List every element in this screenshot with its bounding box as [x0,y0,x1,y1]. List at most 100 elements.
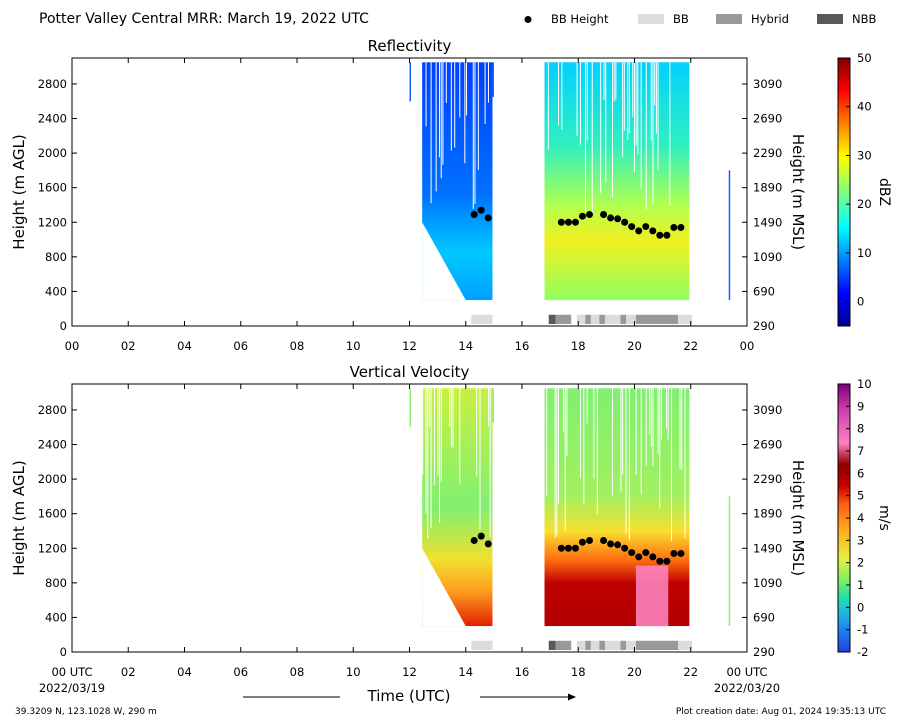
field-gap [439,62,441,158]
field-gap [684,388,686,539]
data-segment [492,388,494,423]
field-gap [679,388,681,470]
field-gap [645,62,647,210]
field-gap [625,388,627,535]
field-gap [615,62,617,100]
colorbar-tick-label: 9 [857,399,864,413]
field-gap [593,388,595,479]
y-tick-label: 0 [60,645,67,659]
field-gap [605,62,607,183]
field-gap [655,62,657,134]
x-tick-label: 04 [177,665,192,679]
bb-type-hybrid [555,314,572,324]
field-gap [449,388,451,427]
field-gap [627,62,629,140]
y-tick-label: 2400 [38,112,67,126]
bb-type-bb [626,314,636,324]
bb-height-point [642,223,650,231]
bb-type-hybrid [620,640,627,650]
arrow-head [568,693,576,701]
bb-height-point [635,553,643,561]
y-axis-label: Height (m AGL) [10,134,28,249]
bb-height-point [649,227,657,235]
bb-height-point [564,218,572,226]
field-gap [654,62,656,106]
legend: BB Height BB Hybrid NBB [524,12,876,26]
field-gap [657,388,659,455]
x-start-date: 2022/03/19 [39,681,105,695]
y-tick-label: 2800 [38,403,67,417]
field-gap [586,388,588,424]
colorbar-tick-label: 3 [857,533,864,547]
y-right-tick-label: 3090 [753,77,782,91]
y-tick-label: 400 [45,284,67,298]
data-field [409,62,731,301]
bb-height-point [564,544,572,552]
x-tick-label: 18 [571,665,586,679]
bb-height-point [600,536,608,544]
bb-height-point [600,210,608,218]
field-gap [628,62,630,133]
y-tick-label: 1200 [38,215,67,229]
y-tick-label: 1600 [38,507,67,521]
bb-height-point [571,544,579,552]
bb-height-point [670,549,678,557]
field-gap [649,388,651,435]
x-end-tick: 00 UTC [726,665,767,679]
data-field [409,388,731,627]
data-segment [728,170,731,301]
bb-height-point [614,215,622,223]
field-gap [563,388,565,433]
field-gap [430,62,432,204]
field-gap [635,62,637,146]
y-right-tick-label: 2690 [753,438,782,452]
y-right-tick-label: 690 [753,284,775,298]
bb-height-point [557,218,565,226]
bb-height-point [607,214,615,222]
bb-type-hybrid [620,314,627,324]
bb-height-point [477,532,485,540]
data-segment [544,62,690,301]
x-tick-label: 14 [458,339,473,353]
field-gap [558,388,559,504]
field-gap [474,62,476,204]
y-tick-label: 2400 [38,438,67,452]
bb-type-hybrid [635,640,679,650]
bb-height-point [677,549,685,557]
field-gap [645,388,647,467]
x-tick-label: 04 [177,339,192,353]
y-tick-label: 2000 [38,146,67,160]
bb-height-point [656,231,664,239]
field-gap [622,388,624,475]
x-tick-label: 02 [121,339,136,353]
legend-swatch-bb [638,14,664,24]
y-right-tick-label: 2290 [753,146,782,160]
y-tick-label: 0 [60,319,67,333]
bb-type-bb [604,640,621,650]
colorbar-tick-label: 0 [857,295,864,309]
field-gap [425,62,427,127]
field-gap [622,62,624,157]
x-tick-label: 08 [290,339,305,353]
field-gap [439,388,441,523]
legend-label: BB [673,12,689,26]
field-gap [454,62,456,148]
field-gap [487,388,489,427]
field-gap [450,62,452,151]
field-gap [472,62,474,210]
x-tick-label: 10 [346,339,361,353]
x-tick-label: 16 [515,665,530,679]
panel-title: Reflectivity [368,37,452,55]
bb-height-point [635,227,643,235]
field-gap [556,388,558,536]
bb-type-bb [590,314,600,324]
colorbar: -2 -1 0 1 2 3 4 5 6 7 8 9 10 m/s [837,377,892,659]
colorbar-tick-label: 5 [857,489,864,503]
bb-type-nbb [548,314,556,324]
field-gap [425,388,427,514]
bb-type-bb [678,314,693,324]
field-gap [433,388,435,486]
field-gap [487,62,489,103]
